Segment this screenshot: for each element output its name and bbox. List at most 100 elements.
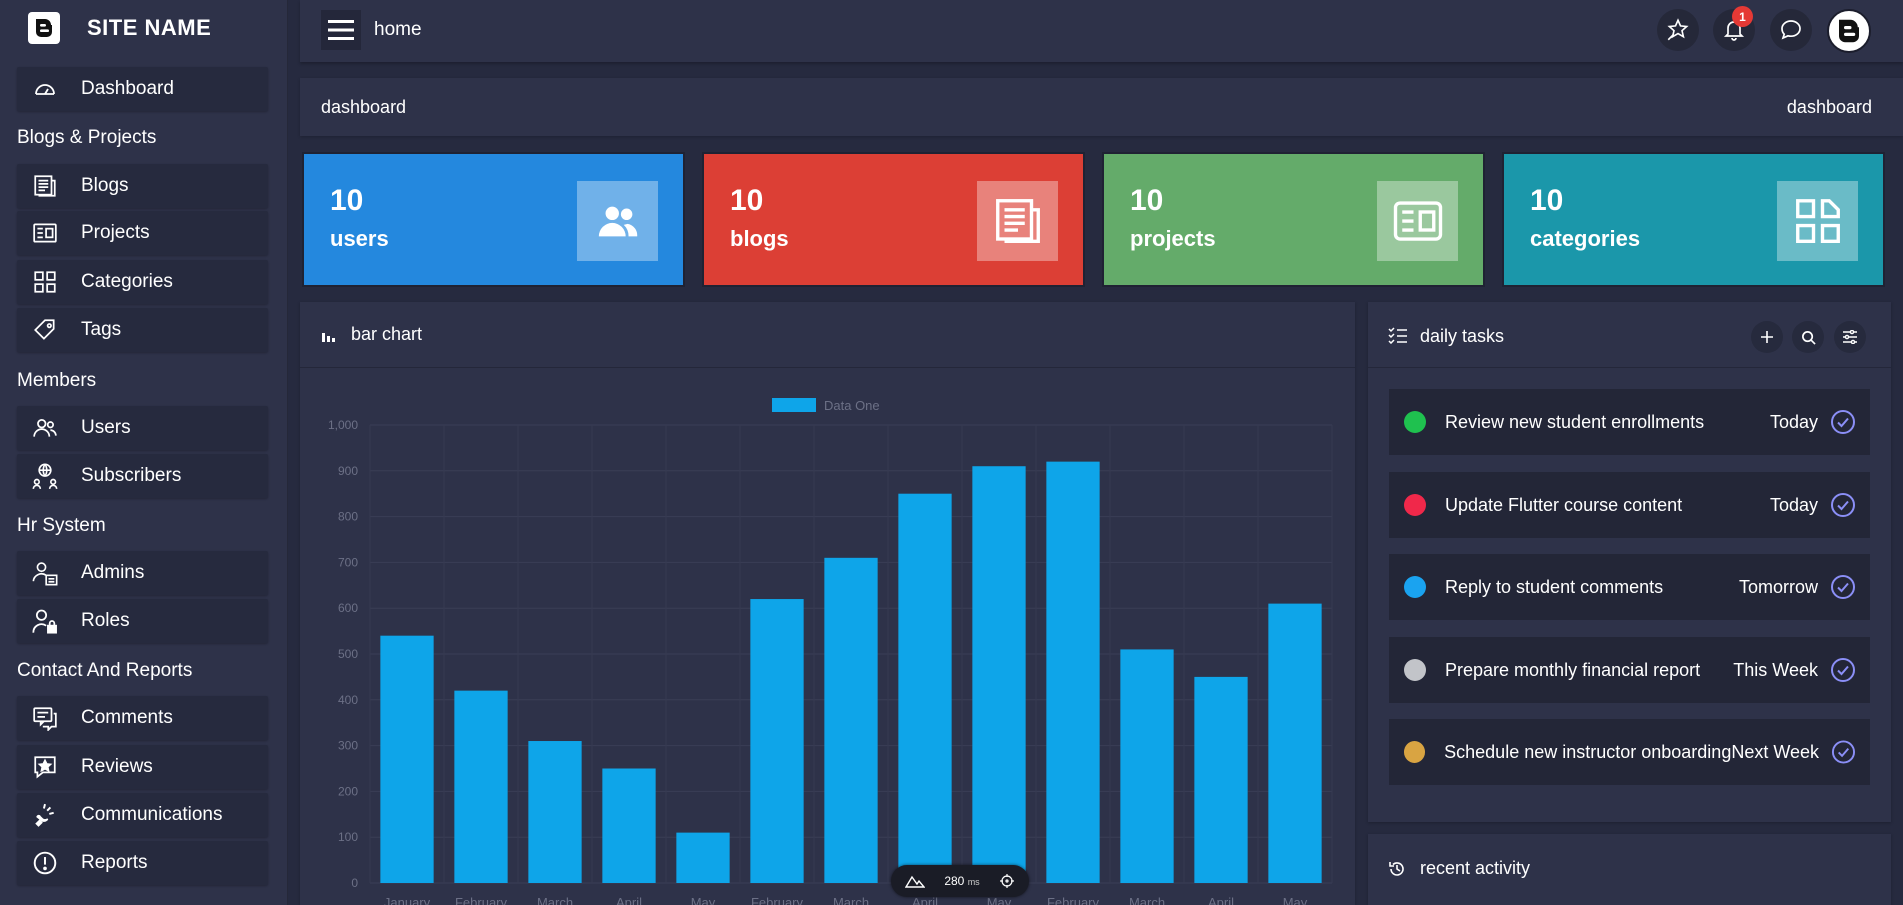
- y-tick-label: 800: [338, 510, 358, 524]
- check-circle-icon[interactable]: [1830, 574, 1856, 600]
- x-tick-label: February: [455, 895, 508, 905]
- bar: [972, 466, 1026, 883]
- blogger-avatar-icon: [1839, 19, 1859, 43]
- sidebar-item-subscribers[interactable]: Subscribers: [17, 454, 268, 498]
- task-title: Schedule new instructor onboarding: [1444, 741, 1732, 762]
- render-time: 280 ms: [944, 874, 979, 888]
- sidebar-item-reviews[interactable]: Reviews: [17, 745, 268, 789]
- users-icon: [577, 181, 658, 261]
- stat-value: 10: [1130, 184, 1164, 217]
- stat-card-projects[interactable]: 10 projects: [1102, 152, 1485, 287]
- sidebar-item-label: Subscribers: [81, 465, 182, 486]
- x-tick-label: May: [1283, 895, 1308, 905]
- sidebar-item-categories[interactable]: Categories: [17, 260, 268, 304]
- performance-widget[interactable]: 280 ms: [891, 865, 1029, 897]
- crosshair-icon: [1000, 874, 1014, 888]
- check-circle-icon[interactable]: [1830, 657, 1856, 683]
- x-tick-label: February: [1047, 895, 1100, 905]
- sidebar-item-projects[interactable]: Projects: [17, 211, 268, 255]
- task-status-dot: [1404, 576, 1426, 598]
- check-circle-icon[interactable]: [1830, 492, 1856, 518]
- sidebar-item-label: Projects: [81, 222, 150, 243]
- sidebar-item-label: Roles: [81, 610, 130, 631]
- task-due: This Week: [1733, 659, 1818, 680]
- sidebar-item-reports[interactable]: Reports: [17, 841, 268, 885]
- task-item[interactable]: Reply to student comments Tomorrow: [1389, 554, 1870, 620]
- panel-header: bar chart: [300, 302, 1355, 368]
- sidebar-item-label: Comments: [81, 707, 173, 728]
- menu-toggle-button[interactable]: [321, 10, 361, 50]
- task-item[interactable]: Update Flutter course content Today: [1389, 472, 1870, 538]
- sidebar-item-roles[interactable]: Roles: [17, 599, 268, 643]
- x-tick-label: February: [751, 895, 804, 905]
- bar: [898, 493, 952, 883]
- task-status-dot: [1404, 411, 1426, 433]
- stat-card-categories[interactable]: 10 categories: [1502, 152, 1885, 287]
- user-lock-icon: [31, 607, 59, 635]
- stat-label: users: [330, 226, 389, 251]
- x-tick-label: March: [1129, 895, 1165, 905]
- bar-chart: 0 100 200 300 400 500 600 700 800 900 1,000 January…: [328, 398, 1333, 905]
- x-tick-label: March: [833, 895, 869, 905]
- render-time-unit: ms: [967, 877, 980, 887]
- add-task-button[interactable]: [1751, 321, 1783, 353]
- y-tick-label: 900: [338, 464, 358, 478]
- section-members: Members: [17, 370, 97, 391]
- sidebar-item-users[interactable]: Users: [17, 406, 268, 450]
- projects-icon: [31, 219, 59, 247]
- bar: [676, 832, 730, 883]
- bar: [1268, 603, 1322, 883]
- y-tick-label: 1,000: [328, 418, 358, 432]
- check-circle-icon[interactable]: [1830, 409, 1856, 435]
- bar-chart-icon: [321, 327, 337, 343]
- check-circle-icon[interactable]: [1831, 739, 1856, 765]
- star-sparkle-icon: [1667, 18, 1689, 41]
- sidebar-item-communications[interactable]: Communications: [17, 793, 268, 837]
- categories-icon: [31, 268, 59, 296]
- task-due: Today: [1769, 411, 1818, 432]
- breadcrumb: dashboard dashboard: [300, 78, 1903, 136]
- stat-value: 10: [330, 184, 364, 217]
- chat-bubble-icon: [1781, 20, 1801, 40]
- stat-value: 10: [730, 184, 764, 217]
- site-name: SITE NAME: [87, 15, 212, 40]
- task-item[interactable]: Schedule new instructor onboarding Next …: [1389, 719, 1870, 785]
- tag-icon: [31, 316, 59, 344]
- search-icon: [1801, 330, 1816, 345]
- plus-icon: [1761, 331, 1773, 343]
- breadcrumb-current[interactable]: dashboard: [1786, 97, 1872, 117]
- bar: [1194, 676, 1248, 883]
- breadcrumb-title: dashboard: [321, 97, 407, 117]
- checklist-icon: [1388, 326, 1408, 349]
- stat-card-users[interactable]: 10 users: [302, 152, 685, 287]
- sidebar-item-comments[interactable]: Comments: [17, 696, 268, 740]
- theme-toggle-button[interactable]: [1657, 9, 1699, 51]
- search-tasks-button[interactable]: [1792, 321, 1824, 353]
- sidebar-item-blogs[interactable]: Blogs: [17, 164, 268, 208]
- task-item[interactable]: Review new student enrollments Today: [1389, 389, 1870, 455]
- sidebar-item-admins[interactable]: Admins: [17, 551, 268, 595]
- filter-tasks-button[interactable]: [1834, 321, 1866, 353]
- brand[interactable]: SITE NAME: [0, 0, 287, 56]
- sidebar-item-label: Admins: [81, 562, 145, 583]
- user-avatar[interactable]: [1827, 9, 1871, 53]
- task-status-dot: [1404, 494, 1426, 516]
- bar: [380, 635, 434, 883]
- task-title: Update Flutter course content: [1445, 494, 1683, 515]
- sidebar-item-label: Tags: [81, 319, 122, 340]
- users-icon: [31, 414, 59, 442]
- sidebar-item-label: Communications: [81, 804, 223, 825]
- task-due: Today: [1769, 494, 1818, 515]
- y-tick-label: 600: [338, 601, 358, 615]
- projects-icon: [1377, 181, 1458, 261]
- x-tick-label: April: [616, 895, 642, 905]
- messages-button[interactable]: [1770, 9, 1812, 51]
- stat-card-blogs[interactable]: 10 blogs: [702, 152, 1085, 287]
- y-tick-label: 500: [338, 647, 358, 661]
- sidebar-item-dashboard[interactable]: Dashboard: [17, 67, 268, 111]
- sidebar-item-tags[interactable]: Tags: [17, 308, 268, 352]
- admins-icon: [31, 559, 59, 587]
- notifications-button[interactable]: 1: [1713, 6, 1755, 51]
- task-item[interactable]: Prepare monthly financial report This We…: [1389, 637, 1870, 703]
- stat-label: categories: [1530, 226, 1641, 251]
